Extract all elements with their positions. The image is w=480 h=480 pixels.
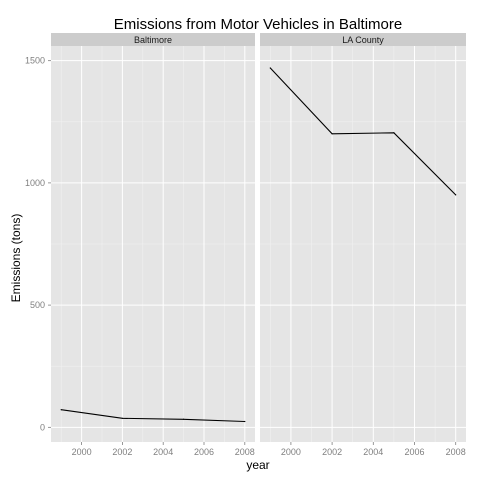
facet-strip-label: LA County bbox=[342, 35, 384, 45]
data-point bbox=[244, 420, 246, 423]
facet-strip bbox=[260, 33, 466, 46]
facet-strip-label: Baltimore bbox=[134, 35, 172, 45]
data-point bbox=[455, 194, 457, 196]
x-tick-label: 2008 bbox=[235, 447, 255, 457]
x-tick-label: 2000 bbox=[281, 447, 301, 457]
x-tick-label: 2004 bbox=[363, 447, 383, 457]
x-tick-label: 2008 bbox=[446, 447, 466, 457]
data-point bbox=[331, 133, 333, 135]
x-tick-label: 2002 bbox=[322, 447, 342, 457]
data-point bbox=[183, 418, 185, 420]
data-point bbox=[121, 417, 123, 419]
x-axis-label: year bbox=[246, 458, 269, 472]
x-tick-label: 2006 bbox=[404, 447, 424, 457]
data-point bbox=[269, 67, 271, 69]
y-tick-label: 1500 bbox=[25, 56, 45, 66]
data-point bbox=[60, 409, 62, 411]
series-line-la-county bbox=[269, 67, 457, 196]
y-axis-label: Emissions (tons) bbox=[9, 214, 23, 303]
data-point bbox=[393, 132, 395, 134]
y-tick-label: 500 bbox=[30, 300, 45, 310]
y-tick-label: 0 bbox=[40, 422, 45, 432]
facet-panels: Baltimore 2000 2002 2004 2006 2008 0 500 1000 150… bbox=[25, 33, 466, 457]
x-tick-label: 2006 bbox=[194, 447, 214, 457]
x-tick-label: 2000 bbox=[72, 447, 92, 457]
series-line-baltimore bbox=[61, 409, 245, 423]
facet-strip bbox=[51, 33, 255, 46]
x-tick-label: 2002 bbox=[112, 447, 132, 457]
y-tick-label: 1000 bbox=[25, 178, 45, 188]
chart-title: Emissions from Motor Vehicles in Baltimo… bbox=[114, 16, 402, 33]
x-tick-label: 2004 bbox=[153, 447, 173, 457]
